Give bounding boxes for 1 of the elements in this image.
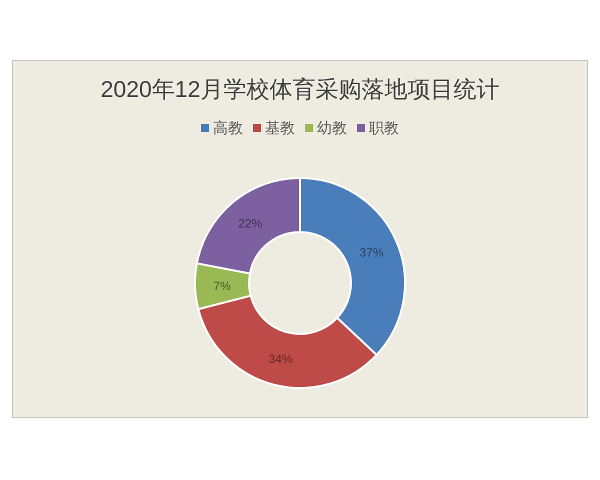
title: 2020年12月学校体育采购落地项目统计 [100, 76, 500, 102]
